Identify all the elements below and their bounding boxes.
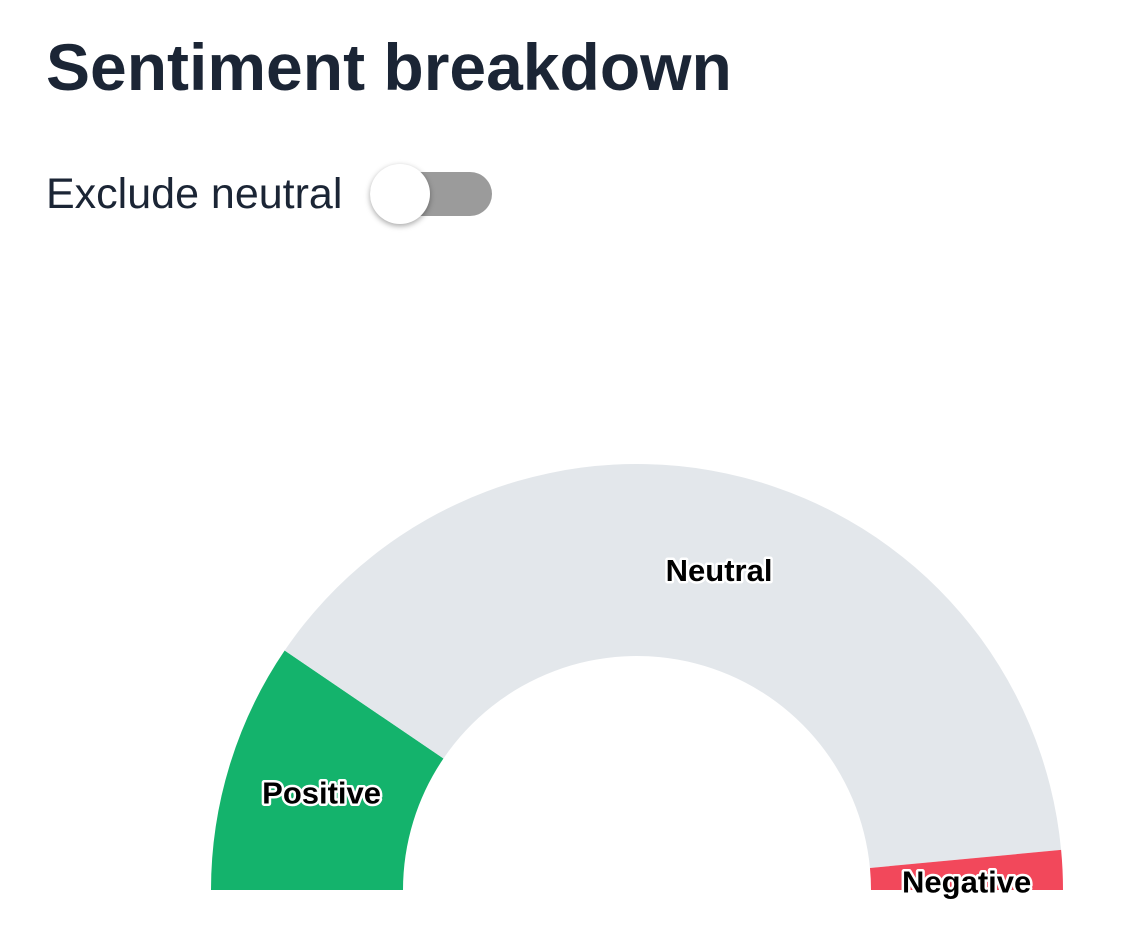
gauge-labels: Positive Neutral Negative	[260, 550, 1034, 902]
exclude-neutral-toggle[interactable]	[370, 164, 493, 224]
gauge-label-neutral: Neutral	[666, 553, 773, 588]
gauge-label-negative: Negative	[902, 865, 1031, 900]
exclude-neutral-label: Exclude neutral	[46, 170, 343, 218]
gauge-segment-positive[interactable]	[211, 650, 444, 890]
toggle-knob[interactable]	[370, 164, 431, 224]
gauge-segment-negative[interactable]	[869, 849, 1063, 890]
gauge-segment-neutral[interactable]	[284, 464, 1062, 868]
page-title: Sentiment breakdown	[46, 30, 732, 104]
gauge-label-positive: Positive	[262, 775, 381, 810]
exclude-neutral-row: Exclude neutral	[46, 164, 493, 224]
gauge-segments	[211, 464, 1063, 890]
